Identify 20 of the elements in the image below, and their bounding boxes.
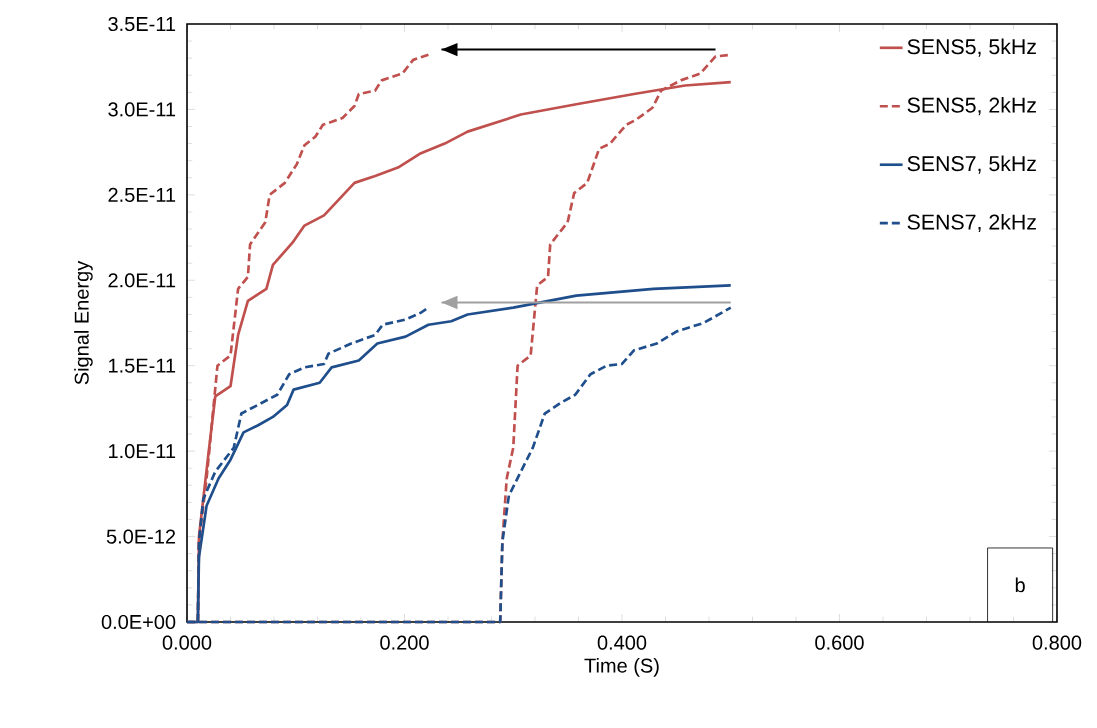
y-tick-label: 2.5E-11 [108, 187, 176, 202]
legend-label: SENS5, 5kHz [907, 38, 1036, 57]
y-tick-label: 1.5E-11 [109, 358, 176, 373]
x-tick-label: 0.000 [162, 635, 212, 650]
y-tick-label: 3.5E-11 [108, 16, 176, 32]
y-axis-title: Signal Energy [74, 260, 93, 385]
x-tick-label: 0.200 [380, 635, 429, 650]
x-tick-label: 0.800 [1032, 635, 1082, 650]
y-tick-label: 0.0E+00 [101, 614, 176, 630]
legend-label: SENS7, 5kHz [907, 155, 1036, 174]
y-tick-label: 2.0E-11 [108, 273, 176, 288]
legend-label: SENS7, 2kHz [907, 213, 1036, 233]
y-tick-label: 3.0E-11 [108, 102, 176, 117]
x-tick-label: 0.400 [597, 635, 647, 650]
x-axis-title: Time (S) [584, 658, 659, 677]
legend-label: SENS5, 2kHz [907, 97, 1036, 116]
x-tick-label: 0.600 [815, 635, 864, 650]
y-tick-label: 1.0E-11 [109, 444, 176, 459]
annotation: b [1015, 577, 1025, 593]
y-tick-label: 5.0E-12 [106, 529, 176, 544]
